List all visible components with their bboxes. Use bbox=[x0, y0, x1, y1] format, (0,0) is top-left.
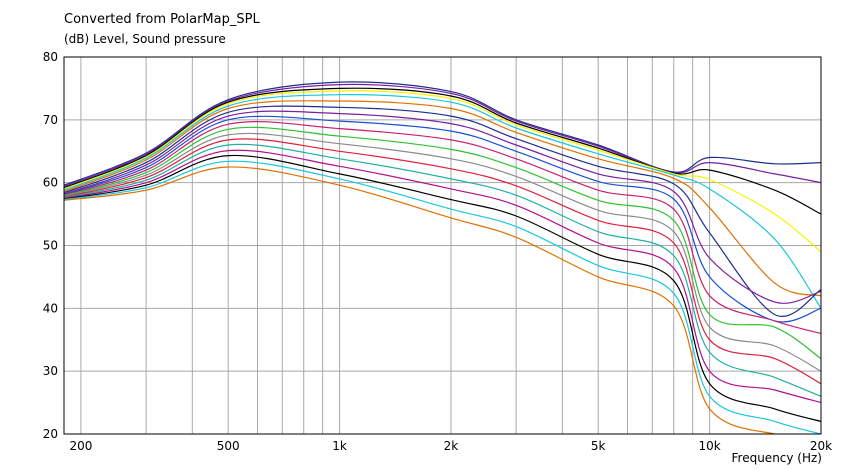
series-line bbox=[64, 94, 821, 309]
series-line bbox=[64, 126, 821, 360]
series-line bbox=[64, 154, 821, 422]
y-tick-label: 70 bbox=[43, 113, 58, 127]
y-tick-labels: 20 30 40 50 60 70 80 bbox=[43, 50, 58, 441]
x-axis-label: Frequency (Hz) bbox=[731, 451, 823, 465]
series-line bbox=[64, 143, 821, 397]
series-line bbox=[64, 132, 821, 372]
y-tick-label: 80 bbox=[43, 50, 58, 64]
y-tick-label: 50 bbox=[43, 239, 58, 253]
series-line bbox=[64, 115, 821, 323]
series-line bbox=[64, 110, 821, 304]
y-axis-label: (dB) Level, Sound pressure bbox=[64, 32, 226, 46]
series-line bbox=[64, 105, 821, 317]
y-tick-label: 60 bbox=[43, 176, 58, 190]
series-line bbox=[64, 83, 821, 187]
chart-title: Converted from PolarMap_SPL bbox=[64, 12, 260, 27]
series-line bbox=[64, 120, 821, 335]
x-tick-label: 5k bbox=[591, 439, 606, 453]
series-line bbox=[64, 166, 821, 434]
series-line bbox=[64, 138, 821, 385]
x-tick-labels: 200 500 1k 2k 5k 10k 20k bbox=[69, 439, 832, 453]
series-line bbox=[64, 81, 821, 186]
x-tick-label: 500 bbox=[217, 439, 240, 453]
x-tick-label: 10k bbox=[698, 439, 720, 453]
x-tick-label: 2k bbox=[444, 439, 459, 453]
series-line bbox=[64, 149, 821, 404]
x-tick-label: 20k bbox=[810, 439, 832, 453]
x-tick-label: 200 bbox=[69, 439, 92, 453]
y-tick-label: 40 bbox=[43, 301, 58, 315]
series-line bbox=[64, 100, 821, 297]
y-tick-label: 30 bbox=[43, 364, 58, 378]
series-line bbox=[64, 160, 821, 434]
curves bbox=[64, 81, 821, 434]
y-tick-label: 20 bbox=[43, 427, 58, 441]
grid-lines bbox=[64, 56, 822, 435]
series-line bbox=[64, 90, 821, 253]
plot-frame bbox=[63, 56, 822, 435]
series-line bbox=[64, 87, 821, 215]
x-tick-label: 1k bbox=[332, 439, 347, 453]
